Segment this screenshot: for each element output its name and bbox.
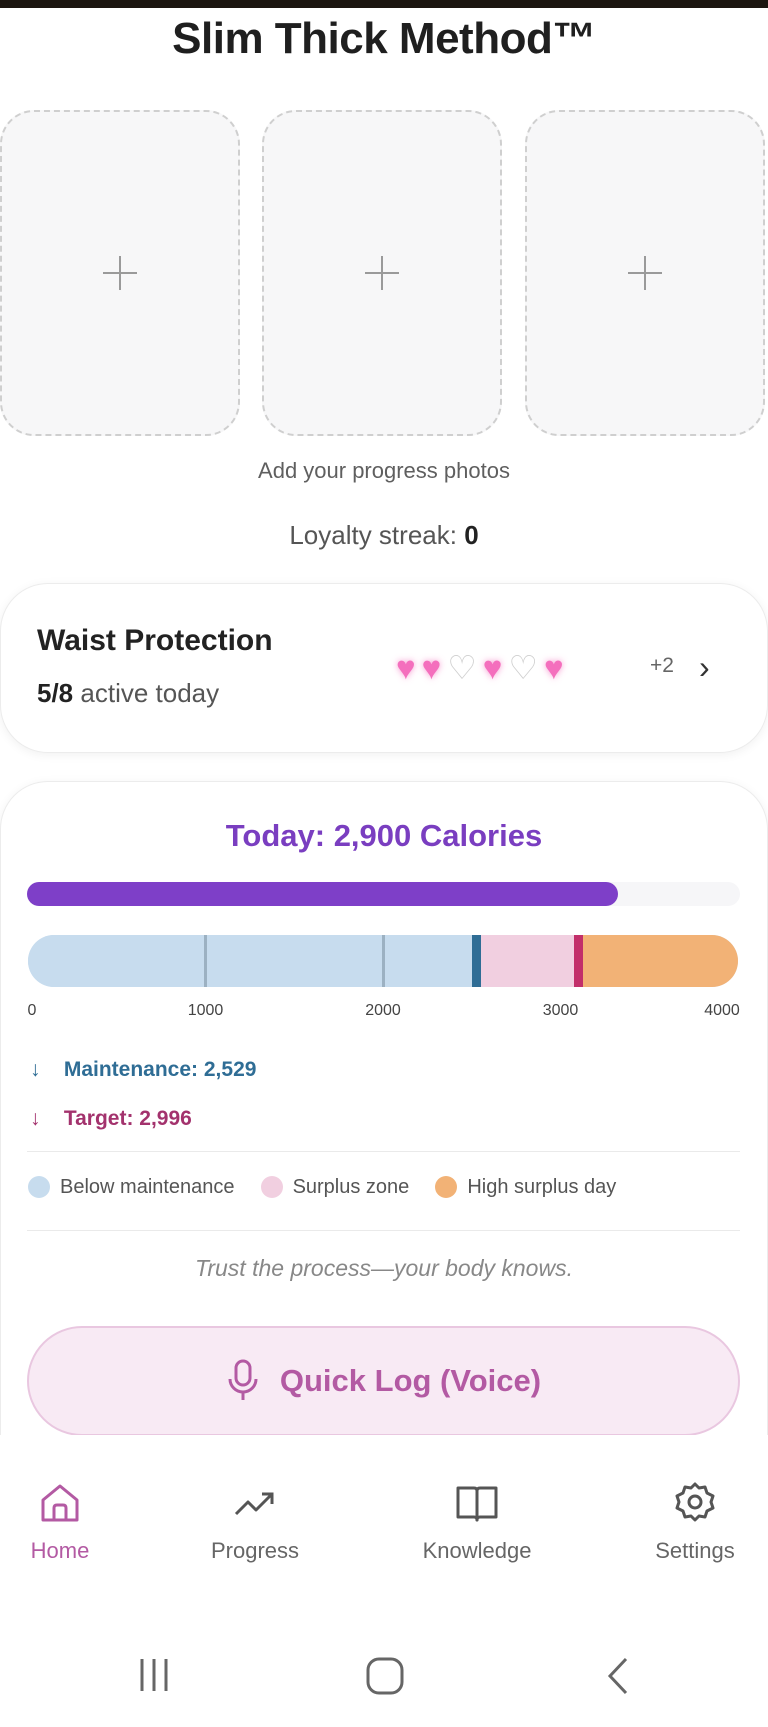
calories-title: Today: 2,900 Calories: [225, 818, 543, 853]
heart-outline-icon: ♡: [447, 649, 477, 686]
status-bar: [0, 0, 768, 8]
app-title: Slim Thick Method™: [172, 14, 596, 63]
gear-icon: [675, 1482, 715, 1522]
nav-home[interactable]: Home: [0, 1480, 150, 1564]
scale-tick-label: 3000: [542, 1002, 579, 1019]
photos-caption: Add your progress photos: [258, 458, 510, 483]
scale-tick-label: 1000: [187, 1002, 224, 1019]
chevron-right-icon[interactable]: ›: [699, 649, 710, 685]
heart-outline-icon: ♡: [508, 649, 538, 686]
zone-high-surplus: [578, 935, 738, 987]
nav-knowledge[interactable]: Knowledge: [387, 1480, 567, 1564]
loyalty-streak: Loyalty streak: 0: [0, 520, 768, 551]
target-info: ↓ Target: 2,996: [30, 1107, 192, 1131]
heart-filled-icon: ♥: [421, 649, 442, 686]
legend-label: Surplus zone: [292, 1175, 410, 1198]
waist-protection-card[interactable]: [0, 583, 768, 753]
nav-label: Knowledge: [422, 1538, 532, 1563]
trend-icon: [234, 1492, 274, 1516]
nav-label: Home: [30, 1538, 90, 1563]
plus-icon: [103, 256, 137, 290]
heart-filled-icon: ♥: [396, 649, 416, 686]
zone-gridline: [381, 935, 385, 987]
divider: [27, 1151, 740, 1152]
recent-apps-icon: [140, 1659, 168, 1691]
calorie-zone-bar: [28, 935, 738, 987]
legend-surplus-zone: Surplus zone: [260, 1175, 410, 1199]
legend-label: Below maintenance: [60, 1175, 235, 1198]
maintenance-label: Maintenance: 2,529: [63, 1058, 257, 1081]
nav-settings[interactable]: Settings: [605, 1480, 768, 1564]
home-system-button[interactable]: [366, 1657, 404, 1700]
zone-legend: Below maintenance Surplus zone High surp…: [28, 1172, 642, 1202]
photo-slot-3[interactable]: [525, 110, 765, 436]
plus-icon: [628, 256, 662, 290]
back-icon: [607, 1657, 628, 1695]
calorie-progress-fill: [27, 882, 618, 906]
quick-log-voice-button[interactable]: Quick Log (Voice): [27, 1326, 740, 1436]
maintenance-info: ↓ Maintenance: 2,529: [30, 1058, 256, 1082]
book-icon: [456, 1486, 498, 1522]
divider: [27, 1230, 740, 1231]
loyalty-label: Loyalty streak:: [289, 520, 457, 550]
target-marker: [573, 935, 583, 987]
calorie-scale-axis: 0 1000 2000 3000 4000: [27, 1002, 740, 1026]
legend-label: High surplus day: [467, 1175, 617, 1198]
waist-active-suffix: active today: [80, 678, 220, 708]
scale-tick-label: 4000: [704, 1002, 740, 1019]
legend-dot: [260, 1176, 283, 1198]
arrow-down-icon: ↓: [30, 1107, 41, 1130]
recent-apps-button[interactable]: [136, 1657, 172, 1698]
nav-label: Settings: [655, 1538, 735, 1563]
waist-protection-title: Waist Protection: [37, 624, 273, 657]
nav-progress[interactable]: Progress: [165, 1480, 345, 1564]
photo-slot-1[interactable]: [0, 110, 240, 436]
legend-dot: [28, 1176, 50, 1198]
tagline: Trust the process—your body knows.: [195, 1255, 573, 1281]
waist-active-summary: 5/8 active today: [37, 678, 219, 709]
heart-filled-icon: ♥: [543, 649, 564, 686]
zone-below-maintenance: [28, 935, 477, 987]
hearts-more-count: +2: [650, 654, 674, 677]
legend-dot: [435, 1176, 458, 1198]
quick-log-label: Quick Log (Voice): [279, 1363, 542, 1398]
legend-below-maintenance: Below maintenance: [28, 1176, 235, 1199]
scale-tick-label: 0: [27, 1002, 37, 1019]
arrow-down-icon: ↓: [30, 1058, 41, 1081]
maintenance-marker: [472, 935, 482, 987]
loyalty-value: 0: [464, 520, 479, 550]
bottom-navigation: [0, 1435, 768, 1727]
scale-tick-label: 2000: [365, 1002, 401, 1019]
home-icon: [41, 1484, 79, 1522]
home-square-icon: [366, 1657, 404, 1695]
heart-filled-icon: ♥: [482, 649, 503, 686]
nav-label: Progress: [210, 1538, 300, 1563]
legend-high-surplus: High surplus day: [435, 1176, 616, 1199]
microphone-icon: [228, 1359, 258, 1400]
zone-surplus: [476, 935, 579, 987]
zone-gridline: [204, 935, 207, 987]
photo-slot-2[interactable]: [262, 110, 502, 436]
waist-active-count: 5/8: [37, 678, 74, 708]
target-label: Target: 2,996: [63, 1107, 192, 1130]
back-button[interactable]: [604, 1657, 632, 1700]
waist-hearts: ♥ ♥ ♡ ♥ ♡ ♥: [396, 648, 570, 688]
plus-icon: [365, 256, 399, 290]
